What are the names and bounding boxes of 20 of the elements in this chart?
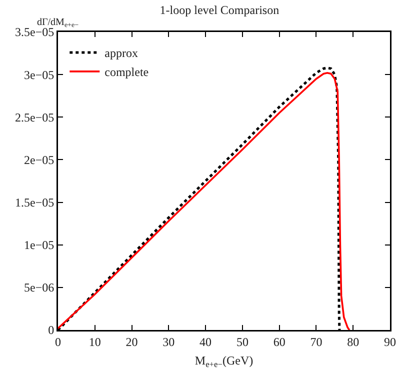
x-tick-label: 20 [126, 334, 138, 349]
x-tick-label: 50 [236, 334, 248, 349]
y-tick-label: 3e−05 [24, 68, 54, 82]
x-tick-label: 30 [162, 334, 175, 349]
legend-label: approx [104, 46, 138, 60]
y-tick-label: 1e−05 [24, 238, 54, 252]
x-tick-label: 40 [200, 334, 212, 349]
x-tick-label: 10 [88, 334, 101, 349]
y-tick-label: 2.5e−05 [15, 110, 54, 124]
y-tick-label: 1.5e−05 [15, 195, 54, 210]
x-axis-title: M$_{e+e−}$(GeV) [194, 354, 254, 370]
x-tick-label: 90 [384, 334, 396, 349]
y-tick-label: 2e−05 [24, 152, 54, 167]
x-tick-label: 80 [347, 334, 360, 349]
chart-title: 1-loop level Comparison [160, 2, 280, 17]
y-tick-label: 5e−06 [24, 280, 54, 295]
x-tick-label: 70 [310, 334, 322, 349]
legend-label: complete [104, 65, 149, 80]
x-tick-label: 60 [273, 334, 286, 349]
y-tick-label: 0 [48, 323, 54, 338]
